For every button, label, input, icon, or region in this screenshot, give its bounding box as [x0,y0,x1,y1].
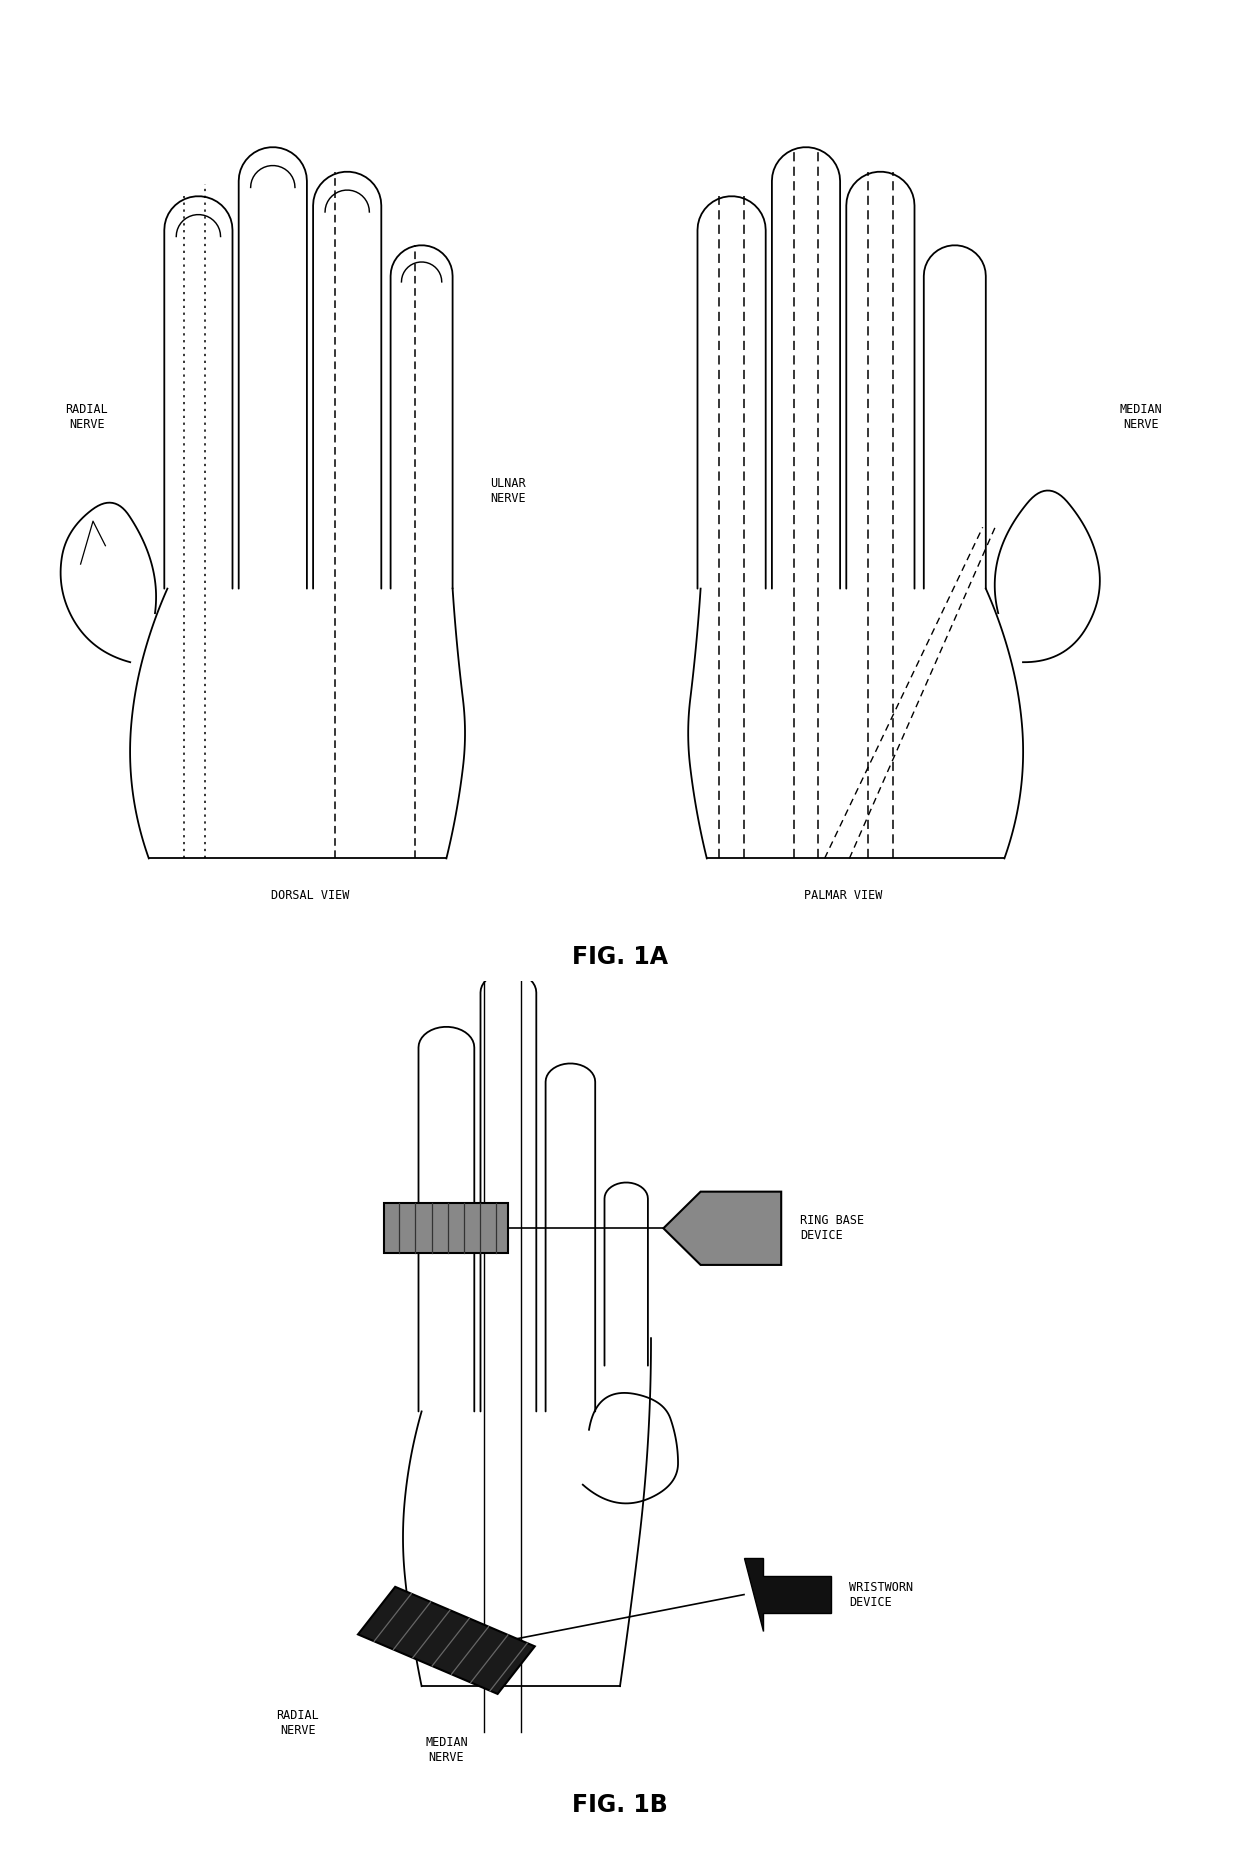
Text: MEDIAN
NERVE: MEDIAN NERVE [425,1736,467,1764]
Text: RADIAL
NERVE: RADIAL NERVE [66,404,108,431]
Text: ULNAR
NERVE: ULNAR NERVE [491,476,526,505]
Polygon shape [744,1559,831,1631]
Polygon shape [663,1192,781,1264]
Text: DORSAL VIEW: DORSAL VIEW [270,888,350,901]
Bar [358,1586,534,1694]
Text: FIG. 1B: FIG. 1B [572,1794,668,1818]
Bar [384,1203,508,1253]
Text: RING BASE
DEVICE: RING BASE DEVICE [800,1214,864,1242]
Text: MEDIAN
NERVE: MEDIAN NERVE [1120,404,1162,431]
Text: FIG. 1A: FIG. 1A [572,944,668,968]
Text: PALMAR VIEW: PALMAR VIEW [804,888,883,901]
Text: RADIAL
NERVE: RADIAL NERVE [277,1708,319,1736]
Text: WRISTWORN
DEVICE: WRISTWORN DEVICE [849,1581,914,1609]
